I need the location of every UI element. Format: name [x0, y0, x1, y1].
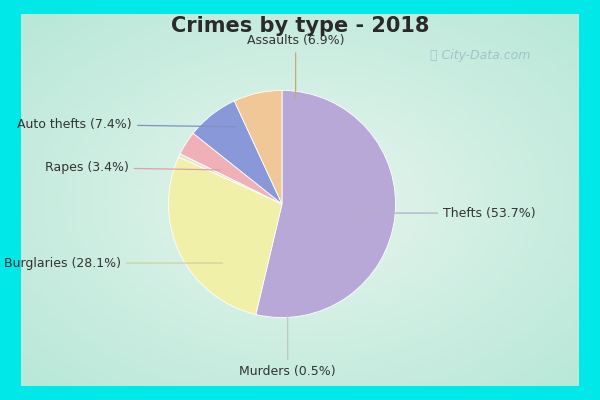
Text: Burglaries (28.1%): Burglaries (28.1%): [4, 256, 223, 270]
Text: Thefts (53.7%): Thefts (53.7%): [355, 206, 536, 220]
Wedge shape: [256, 90, 395, 318]
Wedge shape: [169, 157, 282, 314]
Wedge shape: [180, 133, 282, 204]
Text: Murders (0.5%): Murders (0.5%): [239, 316, 336, 378]
Wedge shape: [179, 154, 282, 204]
Text: Rapes (3.4%): Rapes (3.4%): [45, 161, 220, 174]
Text: Crimes by type - 2018: Crimes by type - 2018: [171, 16, 429, 36]
Text: Assaults (6.9%): Assaults (6.9%): [247, 34, 344, 99]
Text: ⓘ City-Data.com: ⓘ City-Data.com: [430, 50, 530, 62]
Text: Auto thefts (7.4%): Auto thefts (7.4%): [17, 118, 236, 131]
Wedge shape: [193, 101, 282, 204]
Wedge shape: [234, 90, 282, 204]
